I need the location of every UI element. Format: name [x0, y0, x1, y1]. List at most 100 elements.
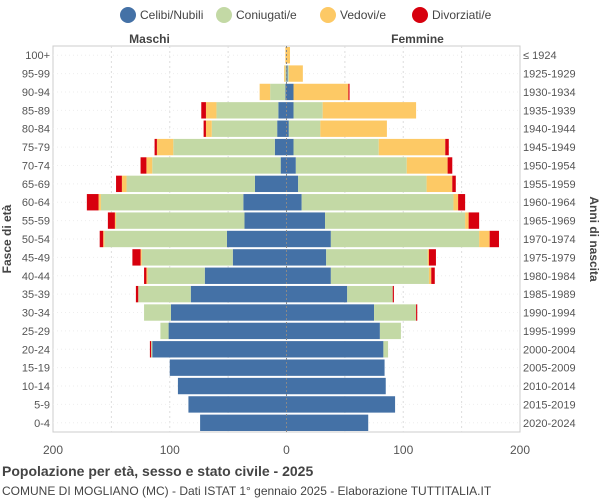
birth-year-label: ≤ 1924 [523, 50, 557, 62]
legend-label: Vedovi/e [340, 8, 386, 22]
age-label: 25-29 [22, 326, 50, 338]
right-side-label: Femmine [391, 32, 444, 46]
bar-female-80-84 [288, 120, 321, 137]
bar-female-50-54 [330, 230, 480, 248]
birth-year-label: 1950-1954 [523, 160, 576, 172]
bar-male-80-84 [211, 120, 278, 137]
age-label: 55-59 [22, 216, 50, 228]
bar-male-75-79 [173, 138, 275, 156]
y-axis-title-left: Fasce di età [0, 204, 14, 273]
bar-male-0-4 [200, 414, 287, 431]
bar-male-20-24 [151, 341, 153, 358]
bar-male-80-84 [203, 120, 206, 137]
bar-male-65-69 [116, 175, 122, 193]
legend-label: Celibi/Nubili [140, 8, 203, 22]
bar-female-55-59 [325, 212, 466, 229]
bar-female-35-39 [347, 285, 393, 303]
bar-male-75-79 [154, 138, 157, 156]
bar-male-25-29 [160, 322, 169, 340]
x-tick-label: 200 [510, 443, 530, 457]
x-tick-label: 0 [283, 443, 290, 457]
bar-male-55-59 [107, 212, 115, 229]
legend-marker [320, 7, 336, 23]
bar-male-95-99 [284, 65, 286, 82]
bar-male-55-59 [116, 212, 245, 229]
bar-male-75-79 [274, 138, 287, 156]
bar-male-95-99 [285, 65, 287, 82]
age-label: 65-69 [22, 179, 50, 191]
age-label: 70-74 [22, 160, 50, 172]
bar-male-60-64 [100, 194, 244, 211]
birth-year-label: 1980-1984 [523, 271, 576, 283]
bar-female-95-99 [288, 65, 303, 82]
bar-female-0-4 [286, 414, 369, 431]
bar-female-25-29 [286, 322, 380, 340]
bar-female-65-69 [298, 175, 427, 193]
bar-female-40-44 [286, 267, 331, 284]
bar-male-90-94 [270, 83, 286, 101]
bar-female-50-54 [479, 230, 490, 248]
age-label: 95-99 [22, 69, 50, 81]
bar-male-70-74 [140, 157, 147, 174]
birth-year-label: 1970-1974 [523, 234, 576, 246]
birth-year-label: 1985-1989 [523, 289, 576, 301]
birth-year-label: 1955-1959 [523, 179, 576, 191]
bar-female-85-89 [293, 102, 323, 119]
bar-female-70-74 [295, 157, 407, 174]
age-label: 85-89 [22, 105, 50, 117]
bar-female-85-89 [322, 102, 417, 119]
x-tick-label: 100 [393, 443, 413, 457]
bar-male-30-34 [170, 304, 287, 321]
bar-male-40-44 [204, 267, 287, 284]
age-label: 75-79 [22, 142, 50, 154]
bar-male-80-84 [205, 120, 212, 137]
legend-label: Divorziati/e [432, 8, 492, 22]
bar-male-100+ [285, 47, 287, 64]
bar-male-35-39 [138, 285, 191, 303]
legend-marker [120, 7, 136, 23]
bar-male-85-89 [205, 102, 217, 119]
bar-female-65-69 [286, 175, 299, 193]
bar-female-40-44 [428, 267, 432, 284]
bar-male-5-9 [188, 396, 287, 413]
bar-male-40-44 [146, 267, 148, 284]
bar-female-95-99 [286, 65, 288, 82]
bar-male-45-49 [141, 249, 233, 266]
bar-female-45-49 [326, 249, 428, 266]
bar-male-25-29 [168, 322, 287, 340]
bar-female-20-24 [286, 341, 384, 358]
bar-female-30-34 [286, 304, 375, 321]
age-label: 50-54 [22, 234, 50, 246]
bar-male-20-24 [149, 341, 152, 358]
chart-title: Popolazione per età, sesso e stato civil… [2, 463, 314, 479]
birth-year-label: 2005-2009 [523, 363, 576, 375]
bar-female-90-94 [293, 83, 349, 101]
bar-male-90-94 [259, 83, 271, 101]
birth-year-label: 1930-1934 [523, 87, 576, 99]
bar-female-75-79 [286, 138, 294, 156]
bar-male-30-34 [144, 304, 171, 321]
bar-male-80-84 [277, 120, 287, 137]
bar-female-60-64 [286, 194, 302, 211]
bar-female-70-74 [286, 157, 296, 174]
birth-year-label: 1925-1929 [523, 69, 576, 81]
bar-female-75-79 [445, 138, 449, 156]
bar-male-55-59 [114, 212, 117, 229]
age-label: 30-34 [22, 308, 50, 320]
bar-female-60-64 [458, 194, 466, 211]
bar-female-100+ [286, 47, 291, 64]
bar-male-45-49 [140, 249, 142, 266]
bar-male-10-14 [177, 377, 287, 395]
bar-female-5-9 [286, 396, 396, 413]
birth-year-label: 1960-1964 [523, 197, 576, 209]
bar-male-55-59 [244, 212, 287, 229]
bar-female-25-29 [379, 322, 401, 340]
bar-female-45-49 [286, 249, 327, 266]
legend-marker [412, 7, 428, 23]
age-label: 100+ [25, 50, 50, 62]
birth-year-label: 1995-1999 [523, 326, 576, 338]
birth-year-label: 1965-1969 [523, 216, 576, 228]
age-label: 35-39 [22, 289, 50, 301]
bar-male-70-74 [152, 157, 281, 174]
